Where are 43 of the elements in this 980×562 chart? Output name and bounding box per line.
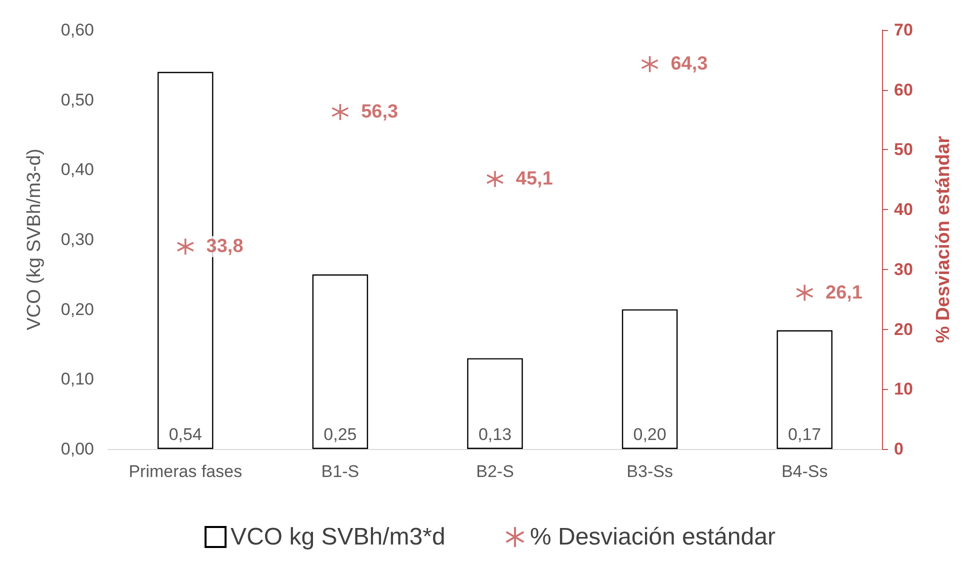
- x-tick-label: Primeras fases: [128, 462, 242, 481]
- y-tick-label: 0,30: [60, 230, 94, 249]
- data-label: 0,13: [478, 425, 512, 444]
- y2-axis-title: % Desviación estándar: [933, 135, 954, 343]
- y2-tick-label: 70: [894, 20, 913, 40]
- y-tick-label: 0,10: [60, 370, 94, 389]
- y-axis-title: VCO (kg SVBh/m3-d): [24, 148, 45, 330]
- data-label: 0,25: [324, 425, 357, 444]
- data-label: 56,3: [361, 102, 398, 123]
- y-tick-label: 0,50: [60, 90, 94, 110]
- y2-tick-label: 10: [894, 380, 913, 399]
- bar: [776, 330, 832, 449]
- x-tick-label: B3-Ss: [626, 462, 673, 481]
- legend-label: % Desviación estándar: [530, 524, 776, 550]
- y2-tick-label: 0: [894, 440, 904, 458]
- y2-tick-label: 20: [894, 320, 913, 339]
- data-label: 64,3: [670, 54, 708, 75]
- data-label: 0,20: [633, 425, 666, 444]
- bar: [312, 274, 368, 449]
- data-label: 45,1: [516, 168, 554, 190]
- y2-tick-label: 50: [894, 140, 913, 160]
- data-label: 0,54: [168, 425, 202, 444]
- bar: [622, 309, 678, 449]
- legend-label: VCO kg SVBh/m3*d: [230, 524, 446, 550]
- point: [176, 238, 194, 256]
- y2-tick-label: 40: [894, 200, 913, 220]
- bar: [467, 358, 523, 449]
- y-tick-label: 0,00: [60, 440, 94, 458]
- point: [331, 103, 350, 121]
- y2-tick-label: 60: [894, 80, 913, 100]
- y-tick-label: 0,60: [60, 20, 94, 40]
- data-label: 33,8: [206, 236, 244, 258]
- x-tick-label: B2-S: [476, 462, 514, 481]
- point: [640, 55, 659, 74]
- x-tick-label: B4-Ss: [781, 462, 828, 481]
- data-label: 26,1: [826, 282, 863, 304]
- point: [796, 284, 814, 302]
- y-tick-label: 0,40: [60, 160, 94, 180]
- x-tick-label: B1-S: [321, 462, 360, 481]
- data-label: 0,17: [788, 425, 822, 444]
- point: [486, 170, 504, 188]
- y-tick-label: 0,20: [60, 300, 94, 319]
- y2-tick-label: 30: [894, 260, 913, 279]
